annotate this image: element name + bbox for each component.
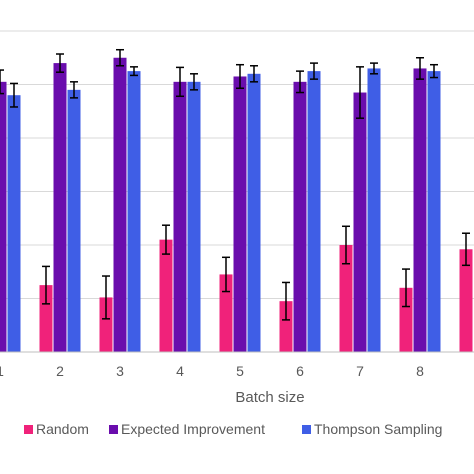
error-bar-thompson-sampling-8 bbox=[430, 63, 438, 79]
legend-label: Random bbox=[36, 421, 89, 437]
bar-random-2 bbox=[39, 285, 53, 352]
error-bars bbox=[0, 48, 470, 321]
error-bar-random-4 bbox=[162, 224, 170, 255]
error-bar-thompson-sampling-3 bbox=[130, 66, 138, 77]
error-bar-random-8 bbox=[402, 268, 410, 308]
bar-thompson-sampling-5 bbox=[247, 73, 261, 353]
error-bar-expected-improvement-6 bbox=[296, 70, 304, 94]
error-bar-expected-improvement-7 bbox=[356, 66, 364, 119]
bar-thompson-sampling-1 bbox=[7, 95, 21, 352]
error-bar-thompson-sampling-5 bbox=[250, 65, 258, 83]
bar-random-5 bbox=[219, 274, 233, 352]
x-tick-label: 4 bbox=[176, 363, 184, 379]
bar-expected-improvement-4 bbox=[173, 81, 187, 352]
error-bar-thompson-sampling-2 bbox=[70, 81, 78, 99]
error-bar-expected-improvement-2 bbox=[56, 53, 64, 73]
error-bar-random-6 bbox=[282, 281, 290, 321]
bar-thompson-sampling-6 bbox=[307, 71, 321, 352]
error-bar-expected-improvement-8 bbox=[416, 57, 424, 80]
x-tick-label: 7 bbox=[356, 363, 364, 379]
x-tick-label: 1 bbox=[0, 363, 4, 379]
error-bar-random-3 bbox=[102, 275, 110, 320]
x-tick-label: 2 bbox=[56, 363, 64, 379]
error-bar-thompson-sampling-7 bbox=[370, 62, 378, 75]
x-tick-label: 3 bbox=[116, 363, 124, 379]
error-bar-thompson-sampling-4 bbox=[190, 73, 198, 91]
x-tick-label: 8 bbox=[416, 363, 424, 379]
bar-thompson-sampling-3 bbox=[127, 71, 141, 352]
bar-expected-improvement-5 bbox=[233, 76, 247, 352]
bar-random-7 bbox=[339, 245, 353, 352]
bar-expected-improvement-1 bbox=[0, 81, 7, 352]
bar-random-4 bbox=[159, 239, 173, 352]
x-axis-title: Batch size bbox=[235, 389, 304, 406]
bar-expected-improvement-6 bbox=[293, 81, 307, 352]
error-bar-expected-improvement-5 bbox=[236, 63, 244, 89]
bar-random-3 bbox=[99, 297, 113, 352]
bar-random-8 bbox=[399, 287, 413, 352]
bar-expected-improvement-2 bbox=[53, 63, 67, 352]
x-tick-label: 6 bbox=[296, 363, 304, 379]
error-bar-random-9 bbox=[462, 232, 470, 267]
bars bbox=[0, 57, 473, 353]
legend-item-expected-improvement: Expected Improvement bbox=[109, 421, 265, 437]
bar-expected-improvement-7 bbox=[353, 92, 367, 353]
legend: Random Expected Improvement Thompson Sampl… bbox=[24, 421, 442, 437]
error-bar-thompson-sampling-6 bbox=[310, 62, 318, 80]
error-bar-expected-improvement-3 bbox=[116, 48, 124, 67]
legend-swatch bbox=[24, 425, 33, 434]
error-bar-random-5 bbox=[222, 256, 230, 293]
legend-label: Thompson Sampling bbox=[314, 421, 442, 437]
legend-swatch bbox=[109, 425, 118, 434]
bar-thompson-sampling-2 bbox=[67, 89, 81, 352]
legend-swatch bbox=[302, 425, 311, 434]
error-bar-thompson-sampling-1 bbox=[10, 82, 18, 108]
legend-item-random: Random bbox=[24, 421, 89, 437]
bar-expected-improvement-3 bbox=[113, 57, 127, 352]
x-tick-label: 5 bbox=[236, 363, 244, 379]
bar-expected-improvement-8 bbox=[413, 68, 427, 352]
error-bar-random-7 bbox=[342, 225, 350, 265]
bar-random-6 bbox=[279, 301, 293, 352]
legend-label: Expected Improvement bbox=[121, 421, 265, 437]
bar-random-9 bbox=[459, 249, 473, 352]
error-bar-random-2 bbox=[42, 265, 50, 305]
legend-item-thompson-sampling: Thompson Sampling bbox=[302, 421, 442, 437]
error-bar-expected-improvement-1 bbox=[0, 69, 4, 95]
error-bar-expected-improvement-4 bbox=[176, 66, 184, 98]
x-tick-labels: 123456789 bbox=[0, 363, 424, 379]
bar-thompson-sampling-7 bbox=[367, 68, 381, 352]
bar-thompson-sampling-4 bbox=[187, 81, 201, 352]
bar-thompson-sampling-8 bbox=[427, 71, 441, 352]
